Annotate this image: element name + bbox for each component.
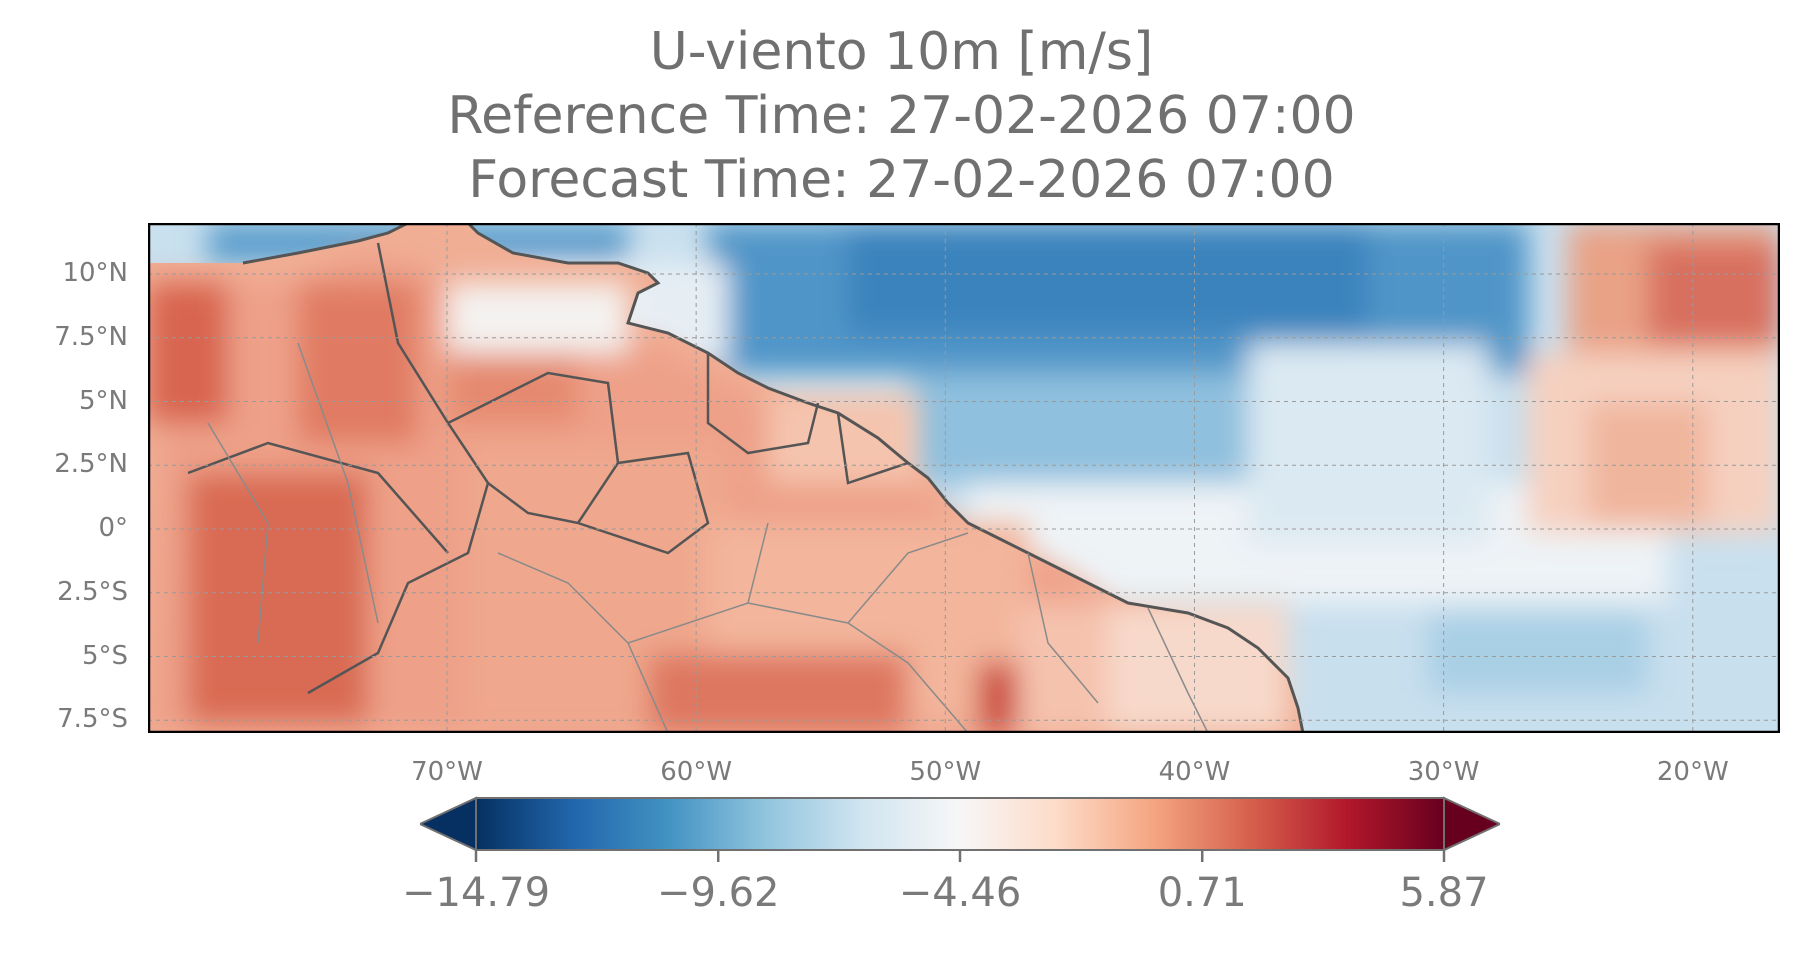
colorbar-extend-min [420, 796, 477, 852]
colorbar-gradient [475, 797, 1445, 851]
lat-tick-label: 5°S [81, 640, 128, 671]
colorbar [420, 796, 1500, 862]
reference-time: Reference Time: 27-02-2026 07:00 [447, 86, 1356, 146]
lat-tick-label: 0° [98, 513, 128, 543]
map-title: U-viento 10m [m/s] [649, 22, 1154, 82]
lon-tick-label: 50°W [909, 757, 982, 787]
lat-tick-label: 7.5°N [54, 321, 128, 352]
lat-tick-label: 5°N [79, 385, 128, 416]
wind-field [208, 223, 1780, 733]
lat-tick-label: 7.5°S [57, 704, 128, 735]
colorbar-tick-label: 5.87 [1399, 870, 1489, 916]
lon-tick-label: 20°W [1656, 757, 1729, 787]
state-borders [207, 342, 1209, 733]
colorbar-extend-max [1443, 796, 1500, 852]
lat-tick-label: 2.5°S [57, 576, 128, 607]
colorbar-tick-label: −9.62 [656, 870, 780, 916]
lon-tick-label: 40°W [1158, 757, 1231, 787]
gridlines [148, 223, 1780, 733]
colorbar-tick-label: 0.71 [1157, 870, 1247, 916]
lat-tick-label: 2.5°N [54, 449, 128, 480]
map-border [148, 223, 1780, 733]
lon-tick-label: 60°W [660, 757, 733, 787]
wind-map [148, 223, 1780, 733]
lon-tick-label: 70°W [411, 757, 483, 787]
lon-tick-label: 30°W [1407, 757, 1480, 787]
colorbar-tick-label: −14.79 [401, 870, 551, 916]
lat-tick-label: 10°N [62, 258, 128, 288]
forecast-time: Forecast Time: 27-02-2026 07:00 [468, 150, 1335, 210]
colorbar-tick-label: −4.46 [898, 870, 1022, 916]
country-borders [187, 242, 909, 695]
